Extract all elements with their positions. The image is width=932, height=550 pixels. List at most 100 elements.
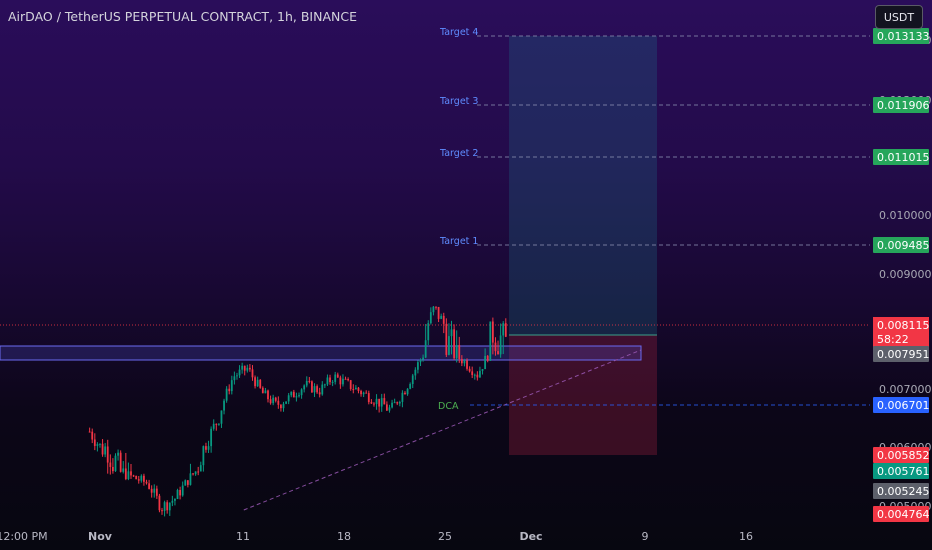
candle-body-97 [339,377,342,385]
candle-body-101 [349,380,352,390]
candle-body-71 [272,397,275,404]
level-badge-3-text: 0.009485 [877,239,930,252]
candle-body-154 [486,355,489,361]
candle-body-128 [419,359,422,363]
level-badge-3-bg [873,237,929,253]
candle-body-60 [243,365,246,371]
lower-badge-1-bg [873,463,929,479]
candle-body-137 [442,315,445,324]
candle-body-103 [354,387,357,390]
level-badge-4-text: 0.006701 [877,399,930,412]
candle-body-116 [388,407,391,411]
candle-body-93 [329,377,331,383]
candle-body-57 [236,375,238,377]
candle-body-55 [230,380,233,392]
candle-body-144 [460,359,463,364]
trendline-line [243,349,642,511]
lower-badge-2-text: 0.005245 [877,485,930,498]
current-price-badge-text: 0.008115 [877,319,930,332]
candle-body-47 [210,428,213,447]
current-price-badge-bg [873,317,929,347]
level-label-3: Target 1 [439,236,478,247]
x-tick-4: 25 [438,530,452,543]
trendline[interactable] [243,349,642,511]
candle-body-160 [502,323,505,336]
candle-body-95 [334,374,337,382]
candle-body-2 [93,439,96,446]
candle-body-15 [127,471,130,480]
candle-body-12 [119,452,122,472]
candle-body-130 [424,340,427,358]
position-target-area [509,36,657,335]
candle-body-158 [497,351,499,355]
lower-badge-3-text: 0.004764 [877,508,930,521]
candle-body-8 [109,462,112,467]
candle-body-22 [145,481,148,484]
candle-body-59 [241,365,244,370]
candle-body-124 [409,384,412,389]
candle-body-34 [176,489,179,499]
position-stop-area [509,335,657,455]
candle-body-62 [248,367,251,370]
candle-body-16 [130,471,132,476]
candle-body-36 [181,485,184,496]
candle-body-39 [189,473,192,485]
time-axis[interactable]: 12:00 PM Nov 11 18 25 Dec 9 16 [0,530,753,543]
candle-body-58 [238,369,241,376]
candle-body-117 [391,402,393,408]
candle-body-48 [212,423,215,429]
candle-body-14 [124,468,127,480]
x-tick-5: Dec [519,530,542,543]
candle-body-121 [401,392,404,402]
support-zone-box [0,345,642,361]
candle-body-99 [344,378,347,380]
candle-body-79 [292,391,295,398]
candle-body-25 [153,488,156,493]
candle-body-1 [91,431,94,440]
x-tick-2: 11 [236,530,250,543]
support-zone[interactable] [0,345,642,361]
candle-body-153 [484,355,487,370]
candle-body-94 [331,381,334,383]
candle-body-81 [298,395,300,397]
candle-body-148 [471,371,474,375]
candle-body-75 [282,403,285,409]
candle-body-84 [305,380,308,386]
candle-body-108 [367,393,370,403]
candle-body-53 [225,388,228,401]
candle-body-4 [99,443,101,445]
level-label-0: Target 4 [439,27,478,38]
candle-body-98 [342,378,344,385]
candle-body-74 [280,404,282,409]
candle-body-27 [158,495,161,511]
candle-body-83 [303,385,306,390]
chart-title: AirDAO / TetherUS PERPETUAL CONTRACT, 1h… [8,9,357,24]
candle-body-13 [122,468,125,472]
candle-body-51 [220,410,223,424]
candle-body-105 [360,390,362,395]
level-badge-0-bg [873,28,929,44]
long-position-tool[interactable] [509,36,657,455]
candle-body-110 [373,403,375,405]
candle-body-11 [117,452,119,456]
candle-body-76 [285,401,287,404]
candle-body-125 [411,375,414,385]
candle-body-19 [137,479,140,481]
candle-body-140 [450,329,453,337]
candle-body-85 [308,380,311,382]
candle-body-46 [207,446,210,450]
candle-body-114 [383,398,386,405]
lower-badge-0-text: 0.005852 [877,449,930,462]
candle-body-156 [491,321,494,343]
candle-body-35 [179,489,182,496]
currency-button[interactable]: USDT [875,5,923,29]
candle-body-109 [370,402,373,404]
candle-body-92 [326,377,329,385]
candle-body-56 [233,376,236,381]
candle-body-120 [398,401,401,404]
candle-body-37 [184,480,187,486]
candle-body-139 [448,336,450,355]
level-badge-1-text: 0.011906 [877,99,930,112]
candle-body-132 [429,312,432,324]
